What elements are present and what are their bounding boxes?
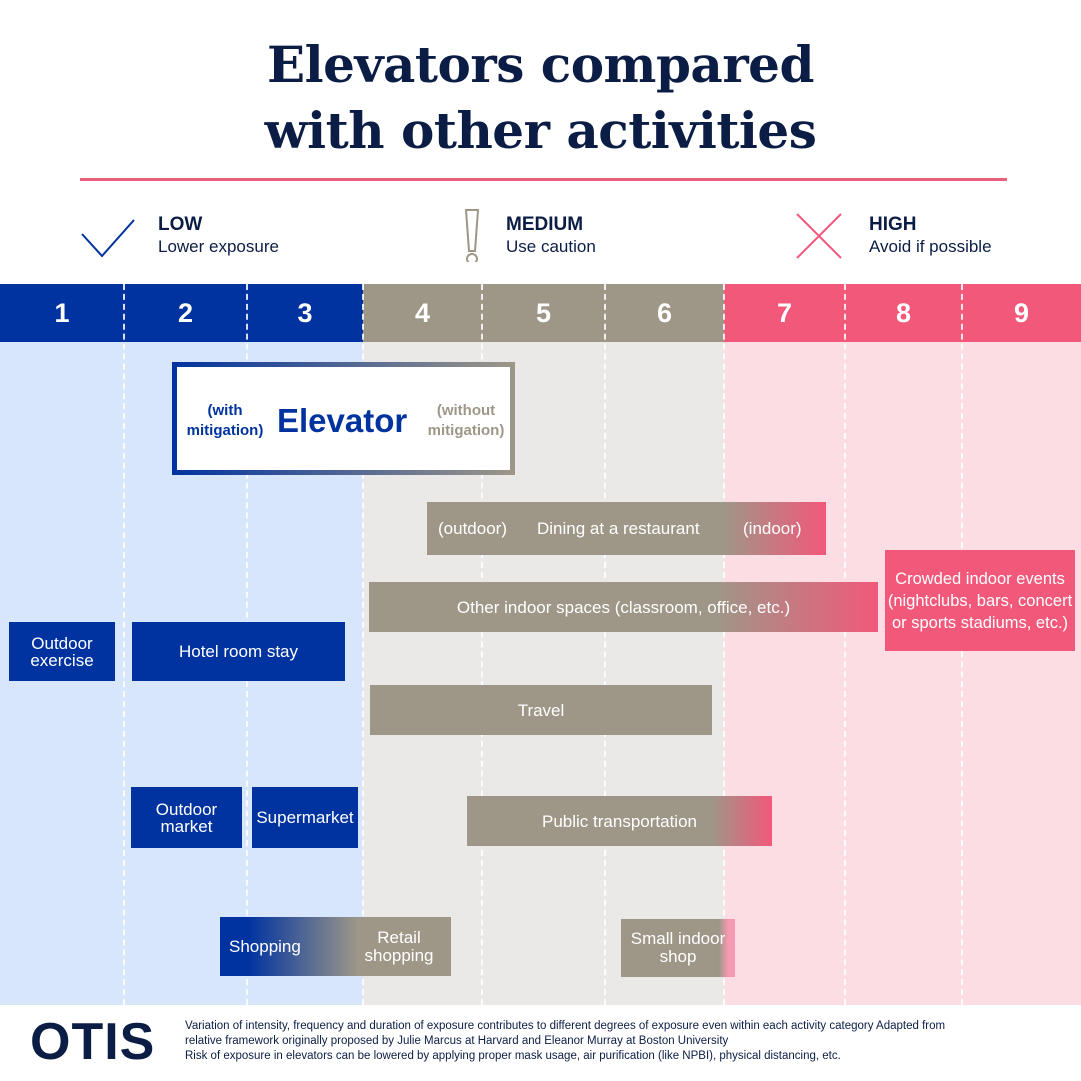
other-indoor-bar: Other indoor spaces (classroom, office, … [369,582,878,632]
level-divider [362,284,364,1005]
high-risk-header [724,284,1081,342]
travel-bar: Travel [370,685,712,735]
footer-note-1: Variation of intensity, frequency and du… [185,1020,946,1032]
hotel-room-box: Hotel room stay [132,622,345,681]
footer-note-2: relative framework originally proposed b… [185,1035,729,1047]
dining-bar: (outdoor) Dining at a restaurant (indoor… [427,502,826,555]
page-title: Elevators compared with other activities [0,32,1081,164]
title-divider [80,178,1007,181]
level-number: 3 [297,298,313,328]
high-risk-band [724,342,1081,1005]
title-line-2: with other activities [264,101,817,160]
legend-medium-desc: Use caution [506,237,596,256]
crowded-events-box: Crowded indoor events (nightclubs, bars,… [885,550,1075,651]
level-number: 7 [776,298,793,328]
legend-high-desc: Avoid if possible [869,237,992,256]
check-icon [81,219,135,258]
low-risk-header [0,284,363,342]
elevator-box: (with mitigation) Elevator (without miti… [172,362,515,475]
level-divider [123,284,125,1005]
dining-indoor-label: (indoor) [743,519,802,538]
level-number: 9 [1013,298,1030,328]
medium-risk-header [363,284,724,342]
level-number: 8 [895,298,912,328]
level-divider [481,284,483,1005]
level-divider [844,284,846,1005]
small-indoor-shop-box: Small indoor shop [621,919,735,977]
level-divider [723,284,725,1005]
level-number: 6 [656,298,673,328]
x-icon [796,213,842,259]
outdoor-exercise-box: Outdoor exercise [9,622,115,681]
legend-low-desc: Lower exposure [158,237,279,256]
shopping-bar: Shopping Retail shopping [220,917,451,976]
legend-high-title: HIGH [869,214,917,235]
footer-note-3: Risk of exposure in elevators can be low… [185,1050,841,1062]
title-line-1: Elevators compared [267,35,814,94]
legend-medium-title: MEDIUM [506,214,584,235]
legend-low-title: LOW [158,214,203,235]
public-transport-bar: Public transportation [467,796,772,846]
shopping-label: Shopping [229,937,301,956]
dining-label: Dining at a restaurant [537,519,700,538]
dining-outdoor-label: (outdoor) [438,519,507,538]
elevator-label: Elevator [277,402,408,439]
supermarket-box: Supermarket [252,787,358,848]
elevator-with-mitigation-label: (with mitigation) [186,402,264,439]
level-number: 4 [414,298,431,328]
exclamation-icon [464,209,480,262]
otis-logo: OTIS [30,1013,156,1071]
outdoor-market-box: Outdoor market [131,787,242,848]
level-number: 5 [535,298,552,328]
elevator-without-mitigation-label: (without mitigation) [427,402,505,439]
level-number: 2 [177,298,194,328]
level-divider [604,284,606,1005]
level-number: 1 [54,298,70,328]
retail-shopping-label: Retail shopping [364,927,434,965]
